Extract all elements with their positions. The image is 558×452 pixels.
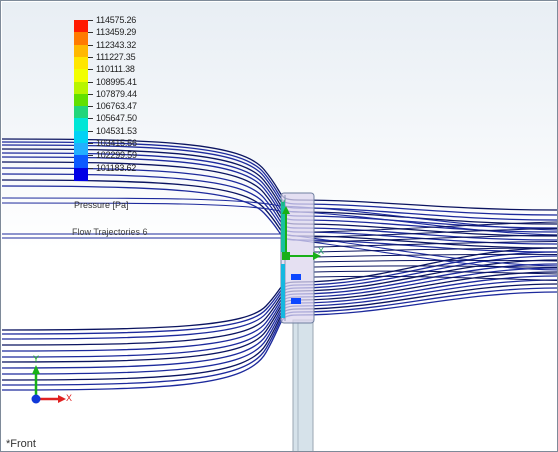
- legend-tick: [88, 118, 93, 120]
- plate-triad-y-label: Y: [280, 198, 287, 208]
- vertical-pipe: [292, 319, 314, 451]
- axis-triad-x-label: X: [66, 393, 73, 403]
- legend-swatch: [74, 130, 88, 144]
- legend-value: 105647.50: [96, 113, 137, 124]
- legend-swatch: [74, 32, 88, 46]
- legend-value: 110111.38: [96, 64, 135, 75]
- legend-value: 112343.32: [96, 39, 137, 50]
- streamline: [313, 265, 557, 268]
- streamline: [313, 259, 557, 263]
- legend-value: 114575.26: [96, 15, 137, 25]
- plate-pressure-markers: [281, 202, 301, 318]
- legend-swatch: [74, 69, 88, 83]
- legend-tick: [88, 93, 93, 95]
- legend-swatch: [74, 106, 88, 120]
- axis-triad: [31, 365, 66, 404]
- legend-tick: [88, 81, 93, 83]
- legend-swatch: [74, 81, 88, 95]
- streamline: [2, 197, 557, 231]
- legend-swatch: [74, 155, 88, 169]
- legend-swatch: [74, 56, 88, 70]
- streamline: [313, 270, 557, 275]
- legend-tick: [88, 56, 93, 58]
- legend-tick: [88, 167, 93, 169]
- legend-value: 106763.47: [96, 101, 137, 112]
- streamline: [2, 202, 557, 236]
- legend-value: 102299.59: [96, 150, 137, 161]
- streamline: [313, 234, 557, 243]
- legend-swatch: [74, 167, 88, 181]
- legend-tick: [88, 155, 93, 157]
- plate-triad: [282, 206, 321, 260]
- trajectory-label: Flow Trajectories 6: [72, 227, 148, 237]
- streamline: [313, 221, 557, 233]
- legend-value: 107879.44: [96, 88, 137, 99]
- legend-swatch: [74, 44, 88, 58]
- streamline: [313, 253, 557, 258]
- legend-tick: [88, 69, 93, 71]
- legend-tick: [88, 20, 93, 21]
- streamline: [313, 228, 557, 238]
- legend-tick: [88, 106, 93, 108]
- legend-title: Pressure [Pa]: [74, 200, 129, 210]
- legend-swatch: [74, 93, 88, 107]
- streamline: [2, 237, 557, 271]
- plate-triad-x-label: X: [318, 246, 325, 256]
- legend-tick: [88, 143, 93, 144]
- axis-triad-y-label: Y: [33, 354, 40, 364]
- legend-tick: [88, 44, 93, 46]
- streamline: [313, 247, 557, 253]
- legend-value: 101183.62: [96, 162, 137, 173]
- legend-value: 108995.41: [96, 76, 137, 87]
- streamline: [313, 241, 557, 248]
- legend-swatch: [74, 143, 88, 156]
- legend-value: 111227.35: [96, 51, 136, 62]
- legend-value: 103415.56: [96, 138, 137, 148]
- legend-swatch: [74, 20, 88, 33]
- legend-value: 113459.29: [96, 27, 137, 38]
- legend-value: 104531.53: [96, 125, 137, 136]
- streamline: [2, 291, 557, 391]
- legend-tick: [88, 32, 93, 34]
- legend-swatch: [74, 118, 88, 132]
- legend-tick: [88, 130, 93, 132]
- view-orientation-label: *Front: [6, 438, 36, 450]
- streamline: [313, 275, 557, 281]
